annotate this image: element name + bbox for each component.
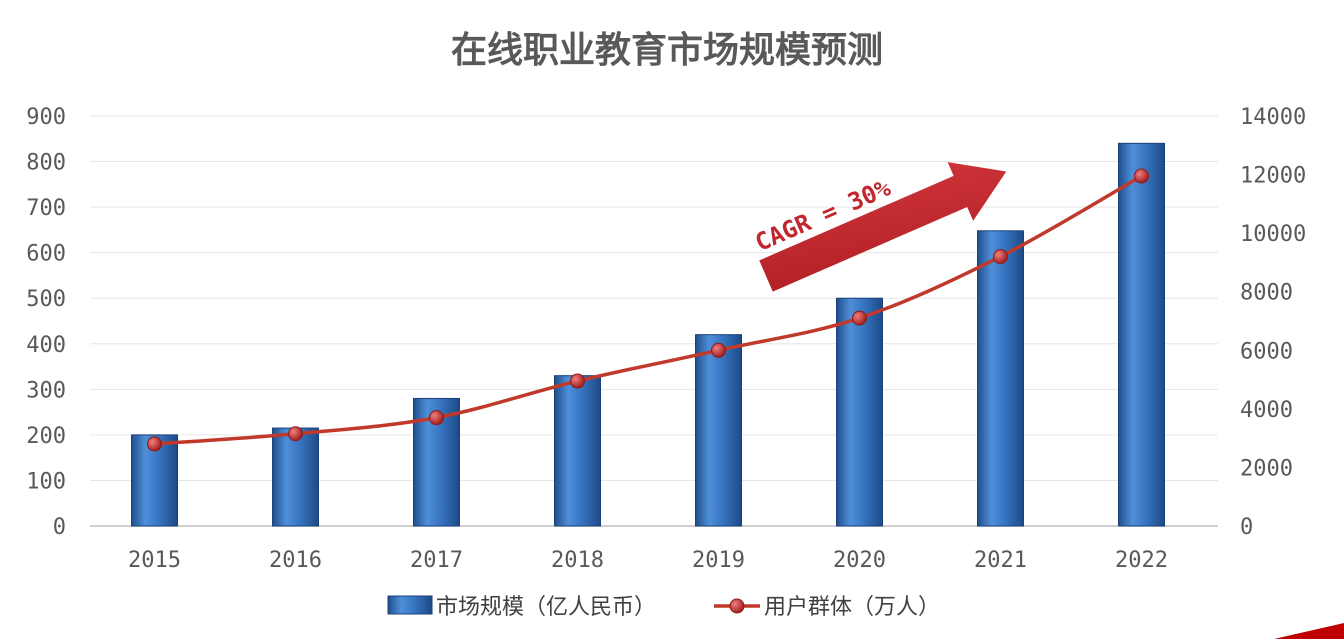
line-point <box>147 436 162 452</box>
y-axis-left: 0 100 200 300 400 500 600 700 800 900 <box>26 105 66 540</box>
legend-label-line: 用户群体（万人） <box>764 595 940 620</box>
line-point <box>288 426 303 442</box>
y-left-tick-label: 0 <box>53 515 66 540</box>
line-point <box>570 373 585 389</box>
y-axis-right: 0 2000 4000 6000 8000 10000 12000 14000 <box>1240 105 1306 540</box>
bar <box>554 375 601 527</box>
line-point <box>711 342 726 358</box>
bar <box>695 334 742 527</box>
legend-label-bar: 市场规模（亿人民币） <box>436 595 656 620</box>
cagr-arrow <box>759 162 1007 292</box>
corner-decoration <box>1274 623 1344 639</box>
bar <box>836 297 883 527</box>
y-left-tick-label: 500 <box>26 287 66 312</box>
bar <box>977 230 1024 527</box>
y-right-tick-label: 4000 <box>1240 398 1293 423</box>
grid-lines <box>90 115 1218 527</box>
x-tick-label: 2018 <box>551 548 604 573</box>
y-right-tick-label: 8000 <box>1240 281 1293 306</box>
y-left-tick-label: 200 <box>26 424 66 449</box>
x-axis: 2015 2016 2017 2018 2019 2020 2021 2022 <box>128 548 1168 573</box>
y-left-tick-label: 100 <box>26 469 66 494</box>
line-series <box>147 168 1149 452</box>
bar <box>272 427 319 527</box>
y-left-tick-label: 700 <box>26 196 66 221</box>
x-tick-label: 2022 <box>1115 548 1168 573</box>
x-tick-label: 2021 <box>974 548 1027 573</box>
y-right-tick-label: 10000 <box>1240 222 1306 247</box>
y-right-tick-label: 12000 <box>1240 164 1306 189</box>
legend-swatch-bar <box>387 595 433 615</box>
y-left-tick-label: 600 <box>26 242 66 267</box>
y-left-tick-label: 900 <box>26 105 66 130</box>
y-left-tick-label: 300 <box>26 378 66 403</box>
x-tick-label: 2017 <box>410 548 463 573</box>
chart-title: 在线职业教育市场规模预测 <box>451 30 883 71</box>
legend: 市场规模（亿人民币） 用户群体（万人） <box>387 595 940 620</box>
legend-swatch-dot <box>729 598 745 614</box>
y-right-tick-label: 6000 <box>1240 339 1293 364</box>
x-tick-label: 2020 <box>833 548 886 573</box>
line-point <box>429 410 444 426</box>
bar <box>1118 142 1165 527</box>
y-right-tick-label: 2000 <box>1240 456 1293 481</box>
bar-series <box>131 142 1165 527</box>
y-right-tick-label: 0 <box>1240 515 1253 540</box>
x-tick-label: 2019 <box>692 548 745 573</box>
x-tick-label: 2016 <box>269 548 322 573</box>
line-point <box>1134 168 1149 184</box>
y-left-tick-label: 800 <box>26 151 66 176</box>
y-left-tick-label: 400 <box>26 333 66 358</box>
line-point <box>852 310 867 326</box>
series-line <box>154 174 1143 446</box>
y-right-tick-label: 14000 <box>1240 105 1306 130</box>
x-tick-label: 2015 <box>128 548 181 573</box>
line-point <box>993 249 1008 265</box>
